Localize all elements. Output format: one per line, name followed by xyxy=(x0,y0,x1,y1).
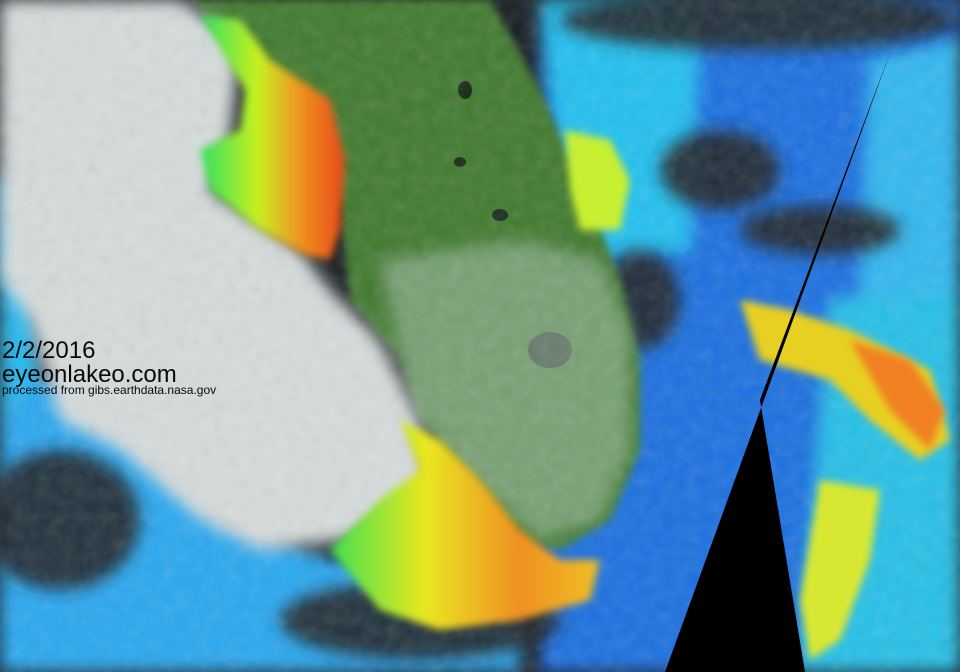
east-coast-bloom xyxy=(565,130,630,230)
keys-bloom-orange xyxy=(850,340,945,450)
gulf-bloom xyxy=(200,15,345,260)
south-bloom-right xyxy=(800,480,880,660)
site-label: eyeonlakeo.com xyxy=(2,361,177,388)
no-data-swath xyxy=(665,45,893,672)
southwest-bloom xyxy=(330,420,600,630)
date-label: 2/2/2016 xyxy=(2,337,96,364)
credit-label: processed from gibs.earthdata.nasa.gov xyxy=(2,383,217,397)
keys-bloom xyxy=(740,300,950,460)
